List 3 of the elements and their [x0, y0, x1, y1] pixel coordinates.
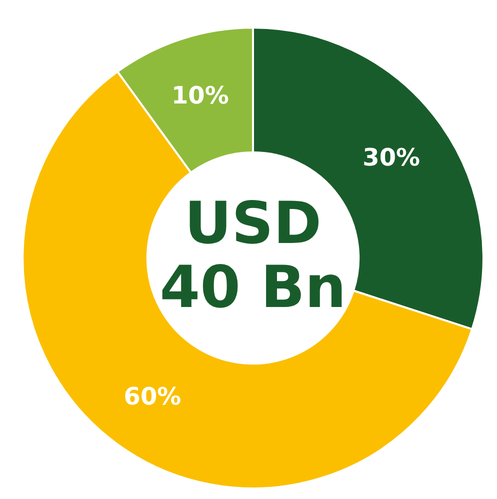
- data-label: 60%: [124, 382, 182, 410]
- data-label: 30%: [362, 143, 420, 172]
- data-label: 10%: [171, 81, 229, 110]
